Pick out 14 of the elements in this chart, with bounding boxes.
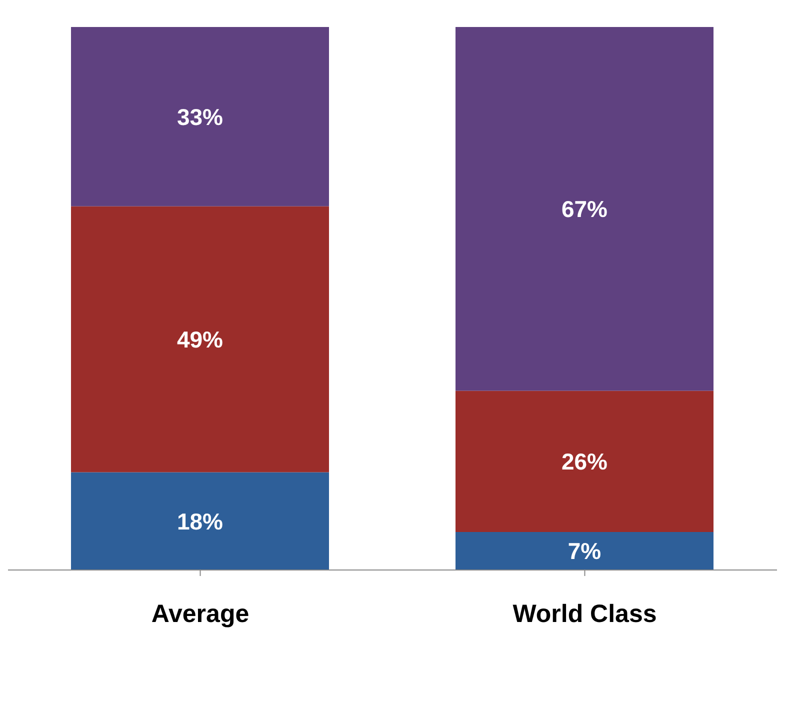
data-label: 26%	[561, 448, 608, 475]
bar	[71, 472, 329, 570]
data-label: 18%	[176, 508, 224, 534]
data-label: 7%	[568, 538, 602, 564]
bar	[456, 390, 714, 532]
bar	[456, 27, 714, 391]
data-label: 67%	[561, 196, 608, 222]
x-tick-label: World Class	[512, 600, 657, 628]
data-label: 49%	[176, 326, 224, 352]
data-label: 33%	[176, 104, 224, 130]
x-tick-label: Average	[151, 600, 250, 628]
bar	[456, 532, 714, 570]
bar	[71, 27, 329, 206]
bar	[71, 206, 329, 472]
